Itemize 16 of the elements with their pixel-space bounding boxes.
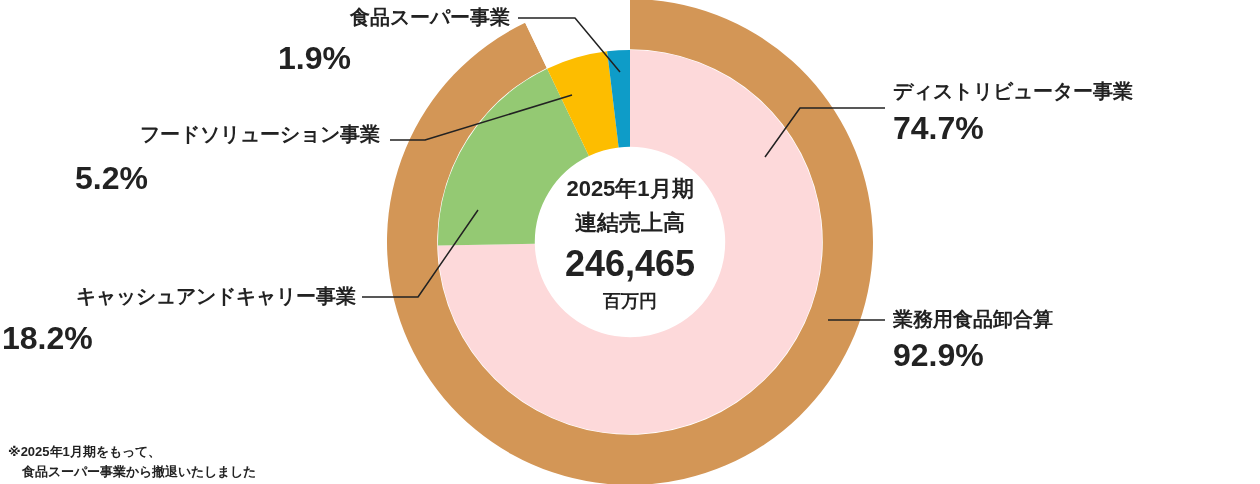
slice-label: フードソリューション事業 (140, 122, 380, 145)
text: 百万円 (602, 290, 657, 311)
text: 246,465 (564, 242, 696, 284)
data-label: 74.7% (893, 109, 984, 146)
slice-label: 業務用食品卸合算 (892, 307, 1053, 330)
data-label: 18.2% (2, 319, 93, 356)
slice-label: キャッシュアンドキャリー事業 (76, 284, 356, 307)
slice-label: ディストリビューター事業 (893, 79, 1133, 102)
text: 2025年1月期 (566, 176, 694, 202)
data-label: 5.2% (75, 159, 148, 196)
text: ※2025年1月期をもって、 (8, 443, 161, 459)
data-label: 1.9% (278, 39, 351, 76)
text: 連結売上高 (575, 210, 685, 236)
data-label: 92.9% (893, 336, 984, 373)
text: 食品スーパー事業から撤退いたしました (21, 463, 256, 479)
slice-label: 食品スーパー事業 (349, 5, 510, 28)
